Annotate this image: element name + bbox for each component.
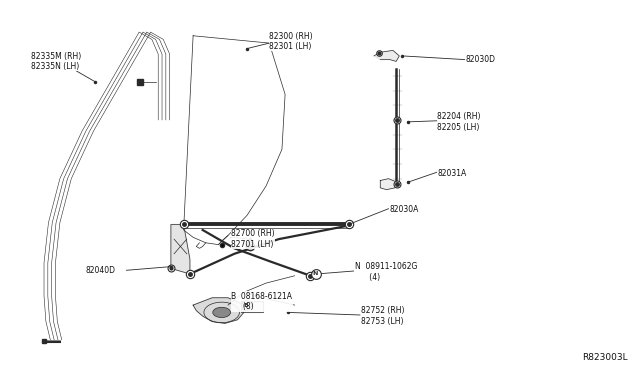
Text: R823003L: R823003L — [582, 353, 628, 362]
Polygon shape — [380, 179, 397, 190]
Text: 82040D: 82040D — [85, 266, 115, 275]
Polygon shape — [171, 224, 190, 274]
Text: 82335M (RH)
82335N (LH): 82335M (RH) 82335N (LH) — [31, 52, 81, 71]
Polygon shape — [241, 301, 263, 312]
Text: 82700 (RH)
82701 (LH): 82700 (RH) 82701 (LH) — [231, 230, 275, 249]
Polygon shape — [193, 298, 244, 323]
Circle shape — [212, 307, 230, 318]
Text: 82204 (RH)
82205 (LH): 82204 (RH) 82205 (LH) — [437, 112, 481, 132]
Text: 82030D: 82030D — [466, 55, 496, 64]
Polygon shape — [374, 51, 399, 61]
Text: B  08168-6121A
     (8): B 08168-6121A (8) — [231, 292, 292, 311]
Text: 82031A: 82031A — [437, 169, 467, 178]
Text: N: N — [313, 272, 318, 276]
Text: 82752 (RH)
82753 (LH): 82752 (RH) 82753 (LH) — [361, 307, 404, 326]
Text: 82030A: 82030A — [390, 205, 419, 214]
Text: B: B — [243, 302, 248, 308]
Text: 82300 (RH)
82301 (LH): 82300 (RH) 82301 (LH) — [269, 32, 313, 51]
Text: N  08911-1062G
      (4): N 08911-1062G (4) — [355, 262, 417, 282]
